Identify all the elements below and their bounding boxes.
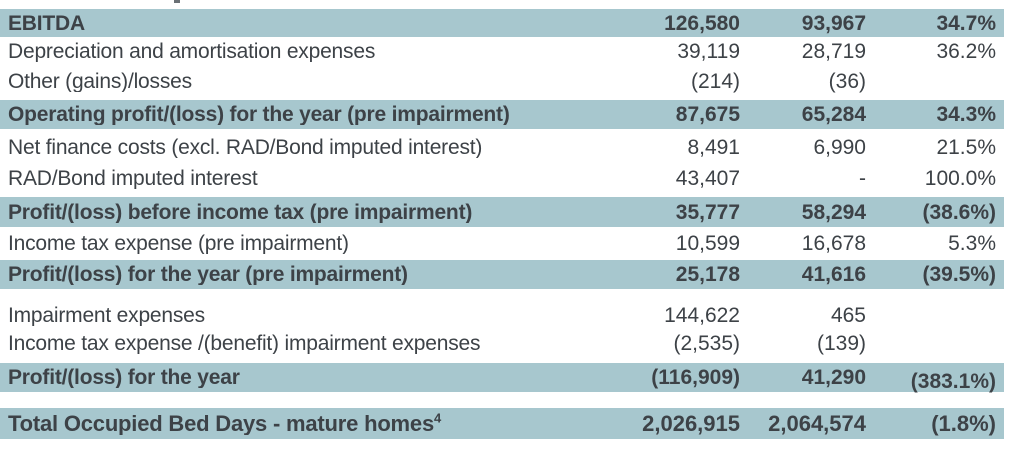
row-label: Impairment expenses [8,304,205,326]
row-value-pct: 5.3% [948,232,996,255]
row-value-col1: 39,119 [677,40,740,63]
row-value-col2: 16,678 [801,232,866,255]
row-label: EBITDA [8,12,85,34]
row-value-col2: 58,294 [801,200,866,224]
row-label: Total Occupied Bed Days - mature homes4 [0,413,590,435]
row-value-col1: 126,580 [664,11,740,35]
footnote-marker: 4 [434,412,442,426]
table-row-impairment-expenses: Impairment expenses 144,622 465 [0,301,1004,329]
row-label: Profit/(loss) for the year (pre impairme… [8,264,408,285]
row-value-pct: (383.1%) [910,370,996,393]
table-row-operating-profit: Operating profit/(loss) for the year (pr… [0,100,1004,129]
row-label: Depreciation and amortisation expenses [8,41,376,62]
table-row-other-gains-losses: Other (gains)/losses (214) (36) [0,66,1004,96]
row-value-col1: (2,535) [673,332,740,355]
row-label: Income tax expense /(benefit) impairment… [8,333,481,354]
row-value-col2: 28,719 [801,40,866,63]
table-row-profit-year-pre-impairment: Profit/(loss) for the year (pre impairme… [0,260,1004,289]
row-value-pct: 21.5% [936,136,996,159]
row-value-col1: 35,777 [675,200,740,224]
row-value-pct: (39.5%) [922,263,996,286]
row-value-col2: 465 [830,303,866,327]
row-value-col1: 25,178 [675,263,740,286]
row-value-pct: 100.0% [924,167,996,190]
row-label: RAD/Bond imputed interest [8,168,258,189]
row-value-col2: 93,967 [801,11,866,35]
row-label: Net finance costs (excl. RAD/Bond impute… [8,137,483,158]
table-row-ebitda: EBITDA 126,580 93,967 34.7% [0,9,1004,37]
row-value-col2: (36) [828,69,866,93]
row-value-col1: (116,909) [651,366,740,389]
cropped-text-artifact [174,0,180,3]
row-value-col1: 2,026,915 [642,410,740,436]
section-gap [0,392,1009,408]
row-value-col2: 65,284 [801,103,866,126]
row-value-col1: 10,599 [675,232,740,255]
row-label: Income tax expense (pre impairment) [8,233,349,254]
row-label: Other (gains)/losses [8,70,192,92]
table-row-income-tax-expense: Income tax expense (pre impairment) 10,5… [0,229,1004,258]
table-row-profit-before-tax: Profit/(loss) before income tax (pre imp… [0,197,1004,227]
table-row-depreciation: Depreciation and amortisation expenses 3… [0,37,1004,66]
row-label: Profit/(loss) before income tax (pre imp… [8,201,473,223]
table-row-rad-bond-interest: RAD/Bond imputed interest 43,407 - 100.0… [0,163,1004,194]
row-value-col1: 8,491 [687,136,740,159]
table-row-income-tax-impairment: Income tax expense /(benefit) impairment… [0,329,1004,358]
row-value-col2: (139) [816,332,866,355]
row-label: Operating profit/(loss) for the year (pr… [8,104,510,125]
table-row-net-finance-costs: Net finance costs (excl. RAD/Bond impute… [0,132,1004,163]
table-row-total-occupied-bed-days: Total Occupied Bed Days - mature homes4 … [0,408,1004,439]
row-label: Profit/(loss) for the year [8,367,240,388]
row-value-col1: 43,407 [675,167,740,190]
table-row-profit-for-year: Profit/(loss) for the year (116,909) 41,… [0,363,1004,392]
row-value-pct: (1.8%) [931,410,996,436]
row-value-col1: (214) [690,69,740,93]
row-value-col2: - [859,167,866,190]
row-value-pct: 34.3% [936,103,996,126]
row-value-pct: 36.2% [936,40,996,63]
row-value-pct: 34.7% [936,11,996,35]
row-label-text: Total Occupied Bed Days - mature homes [8,412,434,435]
top-margin [0,0,1009,9]
section-gap [0,289,1009,301]
row-value-col1: 87,675 [675,103,740,126]
row-value-col2: 6,990 [813,136,866,159]
row-value-col1: 144,622 [664,303,740,327]
row-value-col2: 41,290 [801,366,866,389]
row-value-col2: 2,064,574 [768,410,866,436]
row-value-pct: (38.6%) [922,200,996,224]
row-value-col2: 41,616 [801,263,866,286]
